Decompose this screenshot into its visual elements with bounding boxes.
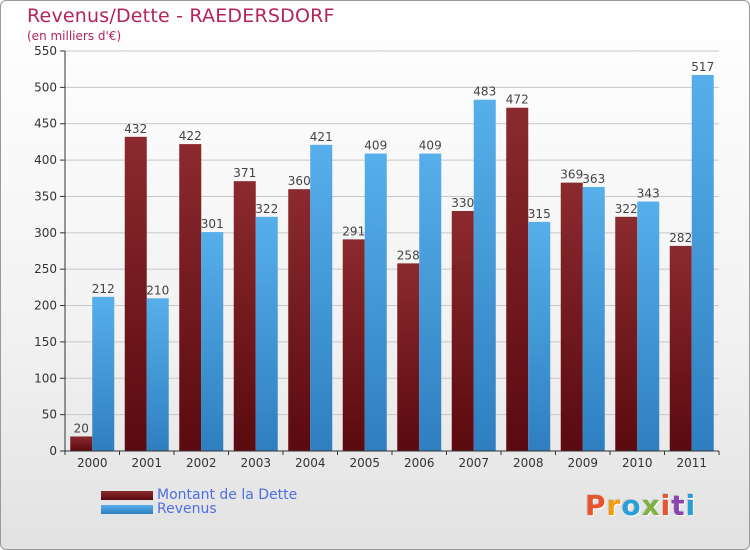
y-tick-label: 0 <box>49 444 57 458</box>
bar-dette <box>288 189 311 451</box>
legend-swatch-revenus <box>101 504 153 514</box>
bar-dette <box>560 182 583 452</box>
data-label-dette: 20 <box>74 421 89 435</box>
bar-dette <box>615 216 638 451</box>
chart-title: Revenus/Dette - RAEDERSDORF <box>27 5 335 27</box>
y-axis: 0 50 100 150 200 250 300 350 400 450 500 550 <box>34 44 66 458</box>
x-tick-label: 2004 <box>295 456 326 470</box>
y-tick-label: 550 <box>34 44 57 58</box>
bar-revenus <box>637 201 660 451</box>
chart-subtitle: (en milliers d'€) <box>27 29 122 43</box>
legend-item-dette: Montant de la Dette <box>101 487 297 503</box>
data-label-dette: 369 <box>560 168 583 182</box>
y-tick-label: 150 <box>34 335 57 349</box>
x-tick-label: 2002 <box>186 456 217 470</box>
data-label-dette: 360 <box>288 174 311 188</box>
x-tick-label: 2008 <box>513 456 544 470</box>
logo-letter: i <box>685 489 697 522</box>
y-tick-label: 200 <box>34 299 57 313</box>
bar-revenus <box>582 187 605 451</box>
bar-dette <box>124 136 147 451</box>
data-label-dette: 432 <box>124 122 147 136</box>
bar-revenus <box>255 216 278 451</box>
data-label-revenus: 363 <box>582 172 605 186</box>
x-tick-label: 2005 <box>349 456 380 470</box>
legend-label-dette: Montant de la Dette <box>157 487 298 503</box>
x-tick-label: 2006 <box>404 456 435 470</box>
logo-letter: P <box>585 489 607 522</box>
bar-dette <box>342 239 365 451</box>
data-label-revenus: 409 <box>419 139 442 153</box>
legend-item-revenus: Revenus <box>101 501 217 517</box>
data-label-revenus: 517 <box>691 60 714 74</box>
bar-dette <box>233 181 256 451</box>
logo-letter: t <box>671 489 686 522</box>
y-tick-label: 500 <box>34 80 57 94</box>
bar-revenus <box>310 144 333 451</box>
bar-revenus <box>419 153 442 451</box>
logo-letter: r <box>606 489 622 522</box>
bars: 20 212 432 210 422 301 371 322 360 421 291 409 258 40… <box>70 60 714 452</box>
y-tick-label: 300 <box>34 226 57 240</box>
y-tick-label: 450 <box>34 117 57 131</box>
legend-swatch-dette <box>101 490 153 500</box>
x-tick-label: 2009 <box>567 456 598 470</box>
x-axis: 2000 2001 2002 2003 2004 2005 2006 2007 2008 2009… <box>64 450 720 470</box>
legend-label-revenus: Revenus <box>157 501 217 517</box>
data-label-revenus: 483 <box>473 85 496 99</box>
y-tick-label: 100 <box>34 371 57 385</box>
data-label-revenus: 315 <box>528 207 551 221</box>
x-tick-label: 2001 <box>131 456 162 470</box>
data-label-dette: 472 <box>506 93 529 107</box>
data-label-revenus: 212 <box>92 282 115 296</box>
grid-lines <box>65 50 719 452</box>
x-tick-label: 2003 <box>240 456 271 470</box>
y-tick-label: 350 <box>34 189 57 203</box>
bar-dette <box>669 245 692 451</box>
bar-dette <box>506 107 529 452</box>
logo-letter: x <box>641 489 661 522</box>
bar-dette <box>70 436 93 451</box>
data-label-dette: 422 <box>179 129 202 143</box>
bar-revenus <box>528 221 551 451</box>
y-tick-label: 250 <box>34 262 57 276</box>
proxiti-logo: Proxiti <box>585 489 696 522</box>
data-label-dette: 371 <box>233 166 256 180</box>
bar-revenus <box>92 296 115 451</box>
data-label-dette: 282 <box>669 231 692 245</box>
bar-dette <box>179 144 202 451</box>
data-label-revenus: 343 <box>637 187 660 201</box>
bar-revenus <box>146 298 169 451</box>
data-label-revenus: 301 <box>201 217 224 231</box>
bar-dette <box>397 263 420 451</box>
bar-revenus <box>691 75 714 451</box>
data-label-revenus: 409 <box>364 139 387 153</box>
bar-revenus <box>201 232 224 451</box>
bar-revenus <box>473 99 496 452</box>
y-tick-label: 400 <box>34 153 57 167</box>
x-tick-label: 2000 <box>77 456 108 470</box>
data-label-revenus: 322 <box>255 202 278 216</box>
data-label-dette: 258 <box>397 248 420 262</box>
data-label-revenus: 210 <box>146 283 169 297</box>
bar-revenus <box>364 153 387 451</box>
x-tick-label: 2007 <box>458 456 489 470</box>
data-label-dette: 322 <box>615 202 638 216</box>
data-label-dette: 330 <box>451 196 474 210</box>
logo-letter: o <box>621 489 642 522</box>
x-tick-label: 2010 <box>622 456 653 470</box>
data-label-revenus: 421 <box>310 130 333 144</box>
y-tick-label: 50 <box>42 408 57 422</box>
x-tick-label: 2011 <box>676 456 707 470</box>
bar-dette <box>451 211 474 451</box>
data-label-dette: 291 <box>342 224 365 238</box>
logo-letter: i <box>660 489 672 522</box>
